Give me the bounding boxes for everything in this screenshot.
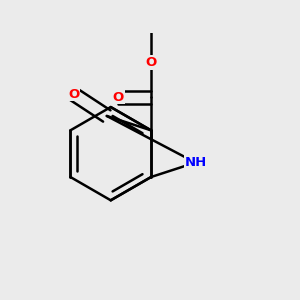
Text: O: O: [68, 88, 79, 101]
Text: O: O: [146, 56, 157, 69]
Text: O: O: [113, 91, 124, 104]
Text: NH: NH: [184, 156, 207, 169]
